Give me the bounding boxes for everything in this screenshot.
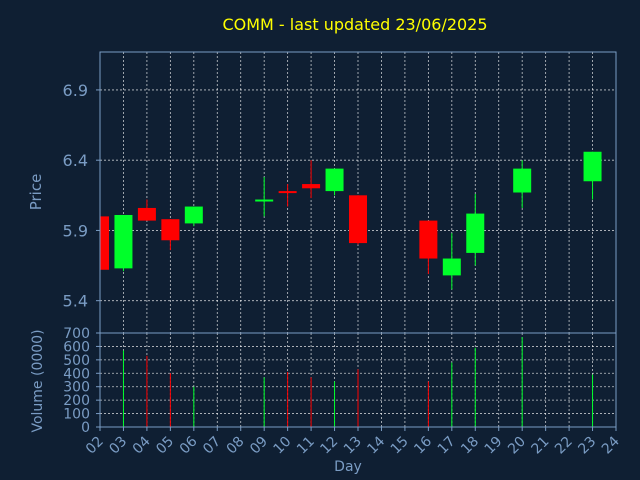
volume-tick-label: 0 xyxy=(81,420,90,436)
x-tick-label: 11 xyxy=(294,434,318,458)
price-tick-label: 6.9 xyxy=(63,81,88,100)
x-tick-label: 05 xyxy=(153,434,177,458)
volume-axis-label: Volume (0000) xyxy=(30,329,46,432)
volume-tick-label: 700 xyxy=(63,326,90,342)
price-tick-label: 5.9 xyxy=(63,221,88,240)
candles-layer xyxy=(100,151,602,290)
x-tick-label: 19 xyxy=(482,434,506,458)
volume-panel-frame xyxy=(99,332,617,428)
x-tick-label: 04 xyxy=(130,433,154,457)
price-tick-label: 5.4 xyxy=(63,292,88,311)
price-gridlines xyxy=(99,52,617,333)
price-axis-label: Price xyxy=(27,174,45,211)
price-tick-label: 6.4 xyxy=(63,151,88,170)
x-tick-label: 06 xyxy=(177,433,201,457)
candle-body xyxy=(278,191,297,194)
candle-body xyxy=(442,258,461,276)
x-tick-label: 12 xyxy=(317,434,341,458)
candle-body xyxy=(419,220,438,259)
candle-body xyxy=(114,214,133,269)
x-tick-label: 18 xyxy=(458,434,482,458)
x-tick-label: 07 xyxy=(200,434,224,458)
candle-body xyxy=(302,184,321,189)
candle-body xyxy=(255,199,274,202)
volume-tick-label: 300 xyxy=(63,380,90,396)
candle-body xyxy=(100,216,109,270)
x-tick-label: 20 xyxy=(505,434,529,458)
volume-tick-label: 200 xyxy=(63,393,90,409)
volume-tick-label: 100 xyxy=(63,407,90,423)
x-tick-label: 13 xyxy=(341,434,365,458)
x-tick-label: 03 xyxy=(106,434,130,458)
price-axis-ticks: 5.4 5.9 6.4 6.9 xyxy=(63,81,100,311)
candle-body xyxy=(349,195,367,244)
x-tick-label: 10 xyxy=(271,434,295,458)
candle-body xyxy=(184,206,203,224)
x-tick-label: 09 xyxy=(247,434,271,458)
chart-title: COMM - last updated 23/06/2025 xyxy=(222,15,487,34)
x-tick-label: 08 xyxy=(224,434,248,458)
candle-body xyxy=(583,151,602,182)
volume-tick-label: 400 xyxy=(63,366,90,382)
x-axis-ticks: 02 03 04 05 06 07 08 09 10 11 12 13 14 15 16 17 18 19 20 21… xyxy=(83,427,623,457)
x-tick-label: 16 xyxy=(411,433,435,457)
volume-tick-label: 500 xyxy=(63,353,90,369)
x-tick-label: 14 xyxy=(364,433,388,457)
x-tick-label: 02 xyxy=(83,434,107,458)
candle-body xyxy=(137,207,156,221)
volume-bars-layer xyxy=(122,337,594,427)
x-tick-label: 17 xyxy=(435,434,459,458)
x-tick-label: 22 xyxy=(552,434,576,458)
candle-body xyxy=(161,219,180,241)
x-axis-label: Day xyxy=(334,459,362,475)
x-tick-label: 24 xyxy=(599,433,623,457)
x-tick-label: 15 xyxy=(388,434,412,458)
candle-body xyxy=(466,213,485,253)
x-tick-label: 21 xyxy=(529,434,553,458)
candle-body xyxy=(325,168,344,192)
volume-tick-label: 600 xyxy=(63,339,90,355)
x-tick-label: 23 xyxy=(575,434,599,458)
candle-body xyxy=(513,168,532,193)
